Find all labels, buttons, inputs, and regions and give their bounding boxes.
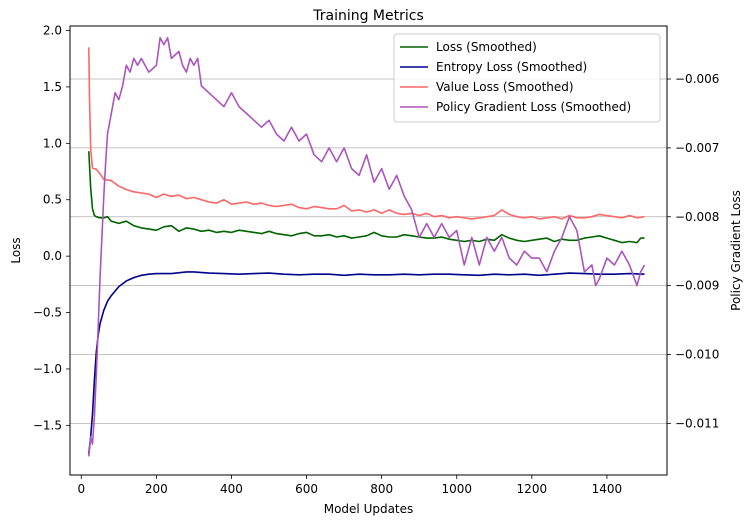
y-left-tick-label: −0.5 bbox=[33, 306, 62, 320]
legend-label: Policy Gradient Loss (Smoothed) bbox=[436, 100, 631, 114]
y-left-tick-label: 0.0 bbox=[43, 249, 62, 263]
plot-frame bbox=[69, 25, 668, 476]
x-axis-label: Model Updates bbox=[324, 502, 414, 516]
legend-label: Entropy Loss (Smoothed) bbox=[436, 60, 587, 74]
y-left-tick-label: 1.5 bbox=[43, 80, 62, 94]
y-left-tick-label: −1.5 bbox=[33, 418, 62, 432]
x-tick-label: 200 bbox=[145, 482, 168, 496]
y-axis-left-label: Loss bbox=[9, 237, 23, 263]
x-tick-label: 1400 bbox=[592, 482, 623, 496]
y-right-tick-label: −0.011 bbox=[675, 416, 719, 430]
legend-label: Loss (Smoothed) bbox=[436, 40, 537, 54]
y-right-tick-label: −0.008 bbox=[675, 210, 719, 224]
x-tick-label: 400 bbox=[220, 482, 243, 496]
x-tick-label: 800 bbox=[370, 482, 393, 496]
y-axis-left: −1.5 −1.0 −0.5 0.0 0.5 1.0 1.5 2.0 bbox=[33, 24, 70, 432]
x-tick-label: 1200 bbox=[517, 482, 548, 496]
legend-box bbox=[393, 33, 661, 123]
legend: Loss (Smoothed) Entropy Loss (Smoothed) Va… bbox=[393, 33, 661, 123]
x-axis: 0 200 400 600 800 1000 1200 1400 bbox=[77, 475, 622, 496]
series-line-1 bbox=[88, 151, 645, 244]
y-right-tick-label: −0.009 bbox=[675, 279, 719, 293]
y-right-tick-label: −0.007 bbox=[675, 141, 719, 155]
x-tick-label: 0 bbox=[77, 482, 85, 496]
series-layer bbox=[88, 36, 646, 457]
y-axis-right-label: Policy Gradient Loss bbox=[729, 190, 743, 311]
y-left-tick-label: −1.0 bbox=[33, 362, 62, 376]
y-left-tick-label: 0.5 bbox=[43, 193, 62, 207]
y-right-tick-label: −0.010 bbox=[675, 347, 719, 361]
y-left-tick-label: 1.0 bbox=[43, 136, 62, 150]
grid-layer bbox=[70, 78, 667, 424]
chart-title: Training Metrics bbox=[312, 8, 424, 24]
x-tick-label: 1000 bbox=[441, 482, 472, 496]
y-axis-right: −0.011 −0.010 −0.009 −0.008 −0.007 −0.006 bbox=[667, 72, 719, 430]
y-left-tick-label: 2.0 bbox=[43, 24, 62, 38]
x-tick-label: 600 bbox=[295, 482, 318, 496]
legend-label: Value Loss (Smoothed) bbox=[436, 80, 574, 94]
series-line-2 bbox=[88, 271, 645, 454]
series-line-4 bbox=[88, 36, 646, 457]
y-right-tick-label: −0.006 bbox=[675, 72, 719, 86]
series-line-3 bbox=[88, 47, 645, 220]
